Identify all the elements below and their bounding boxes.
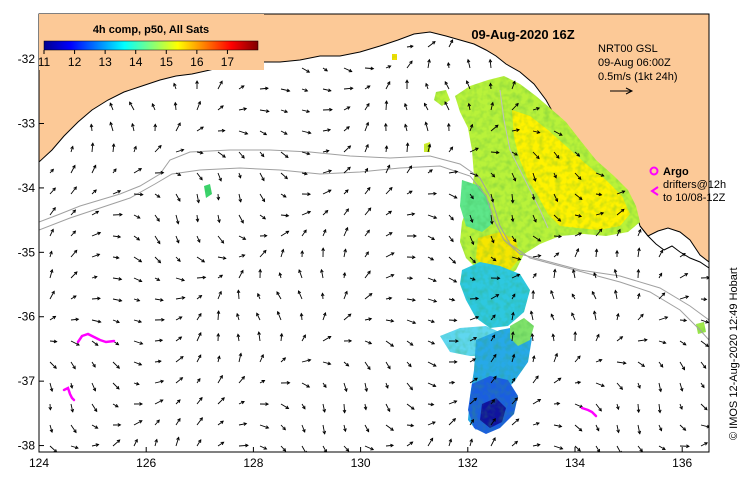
colorbar-tick-label: 16 xyxy=(190,55,204,69)
y-tick-label: -38 xyxy=(18,439,36,453)
imos-credit: © IMOS 12-Aug-2020 12:49 Hobart xyxy=(728,267,740,440)
current-info-source: NRT00 GSL xyxy=(598,43,658,55)
date-title: 09-Aug-2020 16Z xyxy=(471,27,574,42)
colorbar-title: 4h comp, p50, All Sats xyxy=(93,24,209,36)
x-tick-label: 124 xyxy=(29,456,49,470)
x-tick-label: 134 xyxy=(565,456,585,470)
y-tick-label: -36 xyxy=(18,310,36,324)
x-tick-label: 132 xyxy=(458,456,478,470)
drifters-label: drifters@12h xyxy=(663,179,726,191)
x-tick-label: 136 xyxy=(672,456,692,470)
y-tick-label: -34 xyxy=(18,181,36,195)
current-info-time: 09-Aug 06:00Z xyxy=(598,57,671,69)
colorbar-tick-label: 11 xyxy=(38,55,51,69)
y-tick-label: -32 xyxy=(18,52,36,66)
y-tick-label: -35 xyxy=(18,245,36,259)
argo-label: Argo xyxy=(663,166,689,178)
colorbar-ramp xyxy=(44,41,258,50)
x-tick-label: 126 xyxy=(136,456,156,470)
y-tick-label: -33 xyxy=(18,117,36,131)
colorbar: 4h comp, p50, All Sats 11 12 13 14 15 16 17 xyxy=(38,14,264,70)
current-info-scale: 0.5m/s (1kt 24h) xyxy=(598,71,677,83)
colorbar-tick-label: 12 xyxy=(68,55,82,69)
colorbar-tick-label: 13 xyxy=(98,55,112,69)
colorbar-tick-label: 15 xyxy=(160,55,174,69)
y-tick-label: -37 xyxy=(18,374,36,388)
x-tick-label: 128 xyxy=(243,456,263,470)
sst-texture xyxy=(392,54,397,60)
colorbar-tick-label: 17 xyxy=(221,55,235,69)
colorbar-tick-label: 14 xyxy=(129,55,143,69)
x-tick-label: 130 xyxy=(351,456,371,470)
drifters-period: to 10/08-12Z xyxy=(663,192,726,204)
